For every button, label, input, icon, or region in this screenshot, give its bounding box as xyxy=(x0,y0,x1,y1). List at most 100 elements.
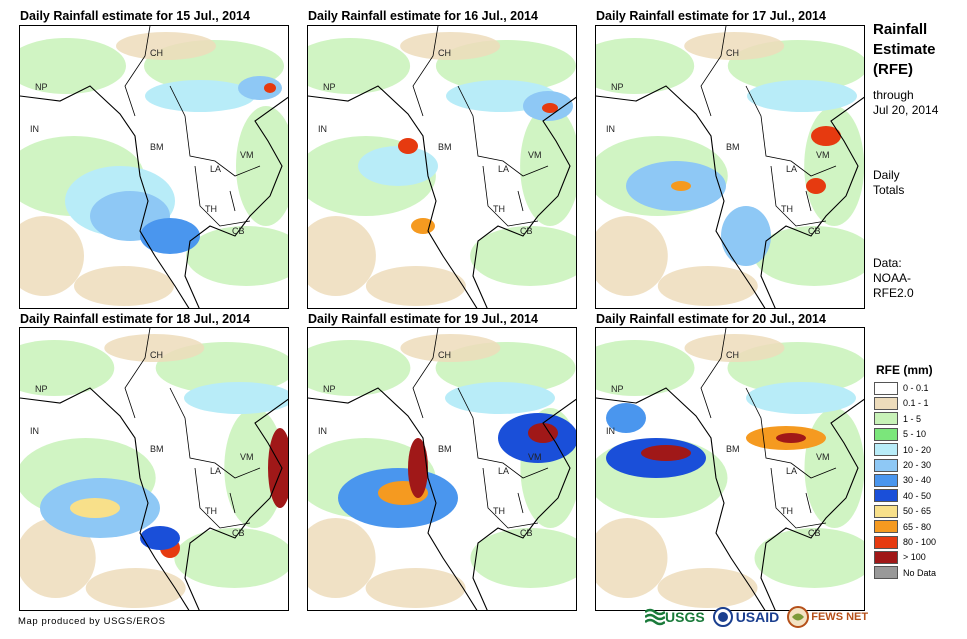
heavy-rain-area xyxy=(806,178,826,194)
heavy-rain-area xyxy=(542,103,558,113)
rain-area xyxy=(20,216,84,296)
rain-area xyxy=(308,38,411,94)
country-label-in: IN xyxy=(30,426,39,436)
rain-area xyxy=(20,340,115,396)
rain-area xyxy=(400,334,501,362)
rain-area xyxy=(186,226,288,286)
legend-swatch xyxy=(874,412,898,426)
country-borders xyxy=(124,328,261,529)
country-label-th: TH xyxy=(493,506,505,516)
country-label-th: TH xyxy=(781,506,793,516)
rain-area xyxy=(20,38,126,94)
rain-area xyxy=(184,382,288,414)
rainfall-map-5: CH NP IN BM LA VM TH CB xyxy=(307,327,577,611)
rain-area xyxy=(520,106,576,226)
rain-area xyxy=(684,32,785,60)
legend-swatch xyxy=(874,381,898,395)
country-label-ch: CH xyxy=(438,350,451,360)
fewsnet-globe-icon xyxy=(787,606,810,628)
heavy-rain-area xyxy=(606,403,646,433)
legend-label: 80 - 100 xyxy=(903,537,937,547)
heavy-rain-area xyxy=(264,83,276,93)
legend-label: 50 - 65 xyxy=(903,506,932,517)
rain-area xyxy=(365,266,466,306)
legend-item: 20 - 30 xyxy=(874,458,931,472)
heavy-rain-area xyxy=(776,433,806,443)
country-label-ch: CH xyxy=(150,350,163,360)
coastline xyxy=(596,85,864,308)
heavy-rain-area xyxy=(671,181,691,191)
rainfall-field xyxy=(20,26,288,308)
rain-area xyxy=(174,528,288,588)
heavy-rain-area xyxy=(528,423,558,443)
country-label-in: IN xyxy=(318,426,327,436)
heavy-rain-area xyxy=(140,218,200,254)
legend-item: > 100 xyxy=(874,550,926,564)
country-label-la: LA xyxy=(498,466,510,476)
legend-label: 5 - 10 xyxy=(903,429,927,440)
rain-area xyxy=(657,568,758,608)
legend-item: 65 - 80 xyxy=(874,520,931,534)
rainfall-map-1: CH NP IN BM LA VM TH CB xyxy=(19,25,289,309)
rain-area xyxy=(754,528,864,588)
country-label-cb: CB xyxy=(808,528,821,538)
country-label-la: LA xyxy=(786,164,798,174)
country-borders xyxy=(124,26,261,227)
through-date: through Jul 20, 2014 xyxy=(873,88,939,117)
country-label-la: LA xyxy=(498,164,510,174)
country-label-in: IN xyxy=(606,426,615,436)
rain-area xyxy=(116,32,216,60)
rain-area xyxy=(236,106,288,226)
legend-title: RFE (mm) xyxy=(876,363,933,377)
country-label-ch: CH xyxy=(726,48,739,58)
country-label-bm: BM xyxy=(726,444,740,454)
map-credit: Map produced by USGS/EROS xyxy=(18,616,166,627)
legend-swatch xyxy=(874,427,898,441)
country-label-bm: BM xyxy=(726,142,740,152)
legend-item: 50 - 65 xyxy=(874,504,931,518)
heavy-rain-area xyxy=(70,498,120,518)
rain-area xyxy=(308,216,376,296)
country-borders xyxy=(700,26,837,227)
coastline xyxy=(20,387,288,610)
coastline xyxy=(596,387,864,610)
legend-label: 20 - 30 xyxy=(903,460,932,470)
legend-label: 30 - 40 xyxy=(903,475,932,486)
legend-swatch xyxy=(874,504,898,518)
country-label-vm: VM xyxy=(816,452,830,462)
rain-area xyxy=(145,80,255,112)
rain-area xyxy=(104,334,205,362)
heavy-rain-area xyxy=(411,218,435,234)
rain-area xyxy=(596,518,668,598)
legend-label: 65 - 80 xyxy=(903,521,932,532)
country-label-np: NP xyxy=(611,384,624,394)
country-label-np: NP xyxy=(35,384,48,394)
legend-label: > 100 xyxy=(903,552,926,563)
country-label-np: NP xyxy=(323,384,336,394)
rain-area xyxy=(74,266,174,306)
legend-item: 40 - 50 xyxy=(874,489,931,503)
coastline xyxy=(20,85,288,308)
panel-title-6: Daily Rainfall estimate for 20 Jul., 201… xyxy=(596,312,826,326)
country-label-cb: CB xyxy=(808,226,821,236)
country-label-la: LA xyxy=(210,164,222,174)
rainfall-field xyxy=(308,26,576,308)
country-label-np: NP xyxy=(323,82,336,92)
legend-label: 0 - 0.1 xyxy=(903,383,929,393)
partner-logos: USGS USAID FEWS NET xyxy=(645,606,876,628)
rain-area xyxy=(20,518,96,598)
heavy-rain-area xyxy=(641,445,691,461)
rainfall-field xyxy=(596,26,864,308)
legend-item: 0.1 - 1 xyxy=(874,396,929,410)
country-label-vm: VM xyxy=(528,452,542,462)
rain-area xyxy=(308,340,411,396)
legend-item: No Data xyxy=(874,566,936,580)
rainfall-map-2: CH NP IN BM LA VM TH CB xyxy=(307,25,577,309)
legend-swatch xyxy=(874,520,898,534)
legend-swatch xyxy=(874,566,898,580)
data-source: Data: NOAA- RFE2.0 xyxy=(873,256,914,300)
country-borders xyxy=(412,328,549,529)
rain-area xyxy=(684,334,785,362)
country-label-np: NP xyxy=(35,82,48,92)
panel-title-2: Daily Rainfall estimate for 16 Jul., 201… xyxy=(308,9,538,23)
